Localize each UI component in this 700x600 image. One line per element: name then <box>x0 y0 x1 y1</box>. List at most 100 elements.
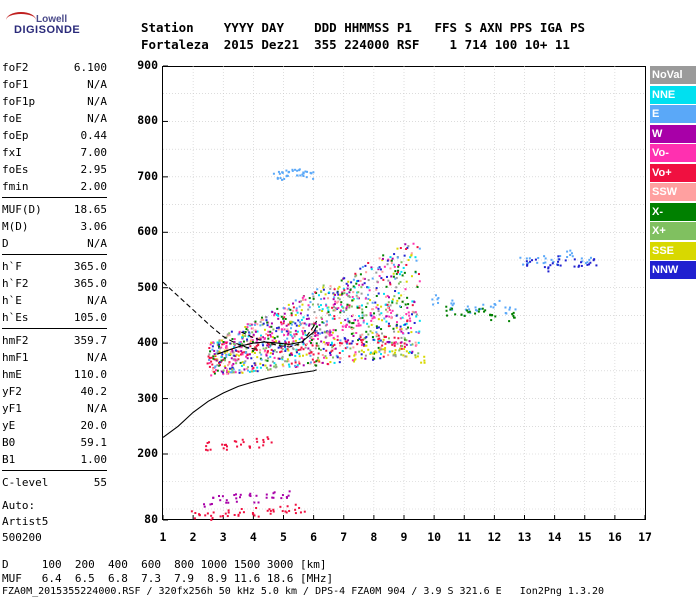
param-row: h`F2 365.0 <box>2 275 107 292</box>
param-value: 2.95 <box>80 163 108 176</box>
legend-item-sse: SSE <box>650 241 696 260</box>
param-value: N/A <box>87 351 107 364</box>
param-label: hmE <box>2 368 22 381</box>
param-row: D N/A <box>2 235 107 252</box>
param-row: foEp 0.44 <box>2 127 107 144</box>
param-row: foE N/A <box>2 110 107 127</box>
x-tick-label: 3 <box>219 530 227 544</box>
param-label: D <box>2 237 9 250</box>
param-label: h`F <box>2 260 22 273</box>
param-value: N/A <box>87 294 107 307</box>
param-value: 7.00 <box>80 146 108 159</box>
param-value: N/A <box>87 237 107 250</box>
autoscale-line2: Artist5 <box>2 515 49 528</box>
param-value: 3.06 <box>80 220 108 233</box>
plot-area <box>162 66 646 520</box>
param-value: N/A <box>87 95 107 108</box>
param-value: 6.100 <box>73 61 107 74</box>
x-tick-label: 15 <box>577 530 592 544</box>
param-row: yE 20.0 <box>2 417 107 434</box>
legend-item-nne: NNE <box>650 85 696 104</box>
legend-item-vo: Vo+ <box>650 163 696 182</box>
param-label: foF1p <box>2 95 36 108</box>
param-label: h`E <box>2 294 22 307</box>
x-tick-label: 11 <box>457 530 472 544</box>
y-tick-label: 800 <box>137 113 158 128</box>
param-label: foEp <box>2 129 29 142</box>
param-label: foF1 <box>2 78 29 91</box>
param-row: fmin 2.00 <box>2 178 107 195</box>
y-tick-label: 900 <box>137 58 158 72</box>
param-row: yF2 40.2 <box>2 383 107 400</box>
y-tick-label: 600 <box>137 224 158 239</box>
y-tick-label: 400 <box>137 335 158 350</box>
x-tick-label: 13 <box>517 530 532 544</box>
param-row: MUF(D) 18.65 <box>2 201 107 218</box>
param-label: foE <box>2 112 22 125</box>
legend-item-ssw: SSW <box>650 183 696 201</box>
param-label: B1 <box>2 453 16 466</box>
param-value: 59.1 <box>80 436 108 449</box>
x-tick-label: 2 <box>189 530 197 544</box>
param-value: 110.0 <box>73 368 107 381</box>
y-tick-label: 500 <box>137 279 158 294</box>
param-row: M(D) 3.06 <box>2 218 107 235</box>
param-label: M(D) <box>2 220 29 233</box>
digisonde-logo: Lowell DIGISONDE <box>6 8 80 36</box>
param-value: 20.0 <box>80 419 108 432</box>
x-tick-label: 1 <box>159 530 167 544</box>
param-separator <box>2 328 107 329</box>
param-row: B1 1.00 <box>2 451 107 468</box>
legend-item-w: W <box>650 124 696 143</box>
x-tick-label: 5 <box>280 530 287 544</box>
x-tick-label: 9 <box>400 530 408 544</box>
param-row: foEs 2.95 <box>2 161 107 178</box>
param-label: B0 <box>2 436 16 449</box>
param-label: fxI <box>2 146 22 159</box>
param-label: C-level <box>2 476 49 489</box>
footer-muf-row: MUF 6.4 6.5 6.8 7.3 7.9 8.9 11.6 18.6 [M… <box>2 572 334 585</box>
x-tick-label: 17 <box>638 530 652 544</box>
param-label: hmF2 <box>2 334 29 347</box>
footer-d-row: D 100 200 400 600 800 1000 1500 3000 [km… <box>2 558 327 571</box>
param-row: hmF1 N/A <box>2 349 107 366</box>
x-tick-label: 10 <box>427 530 442 544</box>
param-separator <box>2 197 107 198</box>
logo-line2: DIGISONDE <box>14 24 81 36</box>
param-row: B0 59.1 <box>2 434 107 451</box>
autoscale-line1: Auto: <box>2 499 36 512</box>
logo-arc-icon <box>6 12 36 28</box>
legend-item-e: E <box>650 105 696 123</box>
param-separator <box>2 254 107 255</box>
x-tick-label: 7 <box>340 530 348 544</box>
x-tick-label: 12 <box>487 530 502 544</box>
legend-item-x: X- <box>650 202 696 221</box>
param-separator <box>2 470 107 471</box>
legend-item-noval: NoVal <box>650 66 696 84</box>
x-tick-label: 14 <box>547 530 562 544</box>
param-value: N/A <box>87 78 107 91</box>
param-label: yF1 <box>2 402 22 415</box>
param-label: h`Es <box>2 311 29 324</box>
x-tick-label: 8 <box>370 530 378 544</box>
param-label: MUF(D) <box>2 203 42 216</box>
param-value: 105.0 <box>73 311 107 324</box>
x-tick-label: 4 <box>249 530 257 544</box>
legend-item-nnw: NNW <box>650 261 696 279</box>
footer-info: FZA0M_2015355224000.RSF / 320fx256h 50 k… <box>2 586 605 597</box>
autoscale-line3: 500200 <box>2 531 42 544</box>
param-row: h`E N/A <box>2 292 107 309</box>
param-label: fmin <box>2 180 29 193</box>
param-value: N/A <box>87 112 107 125</box>
param-label: yF2 <box>2 385 22 398</box>
legend-item-vo: Vo- <box>650 144 696 162</box>
param-label: foEs <box>2 163 29 176</box>
param-row: foF1p N/A <box>2 93 107 110</box>
param-row: hmE 110.0 <box>2 366 107 383</box>
param-value: 0.44 <box>80 129 108 142</box>
param-row: C-level 55 <box>2 474 107 491</box>
param-value: N/A <box>87 402 107 415</box>
param-row: foF2 6.100 <box>2 59 107 76</box>
param-value: 365.0 <box>73 260 107 273</box>
param-value: 2.00 <box>80 180 108 193</box>
